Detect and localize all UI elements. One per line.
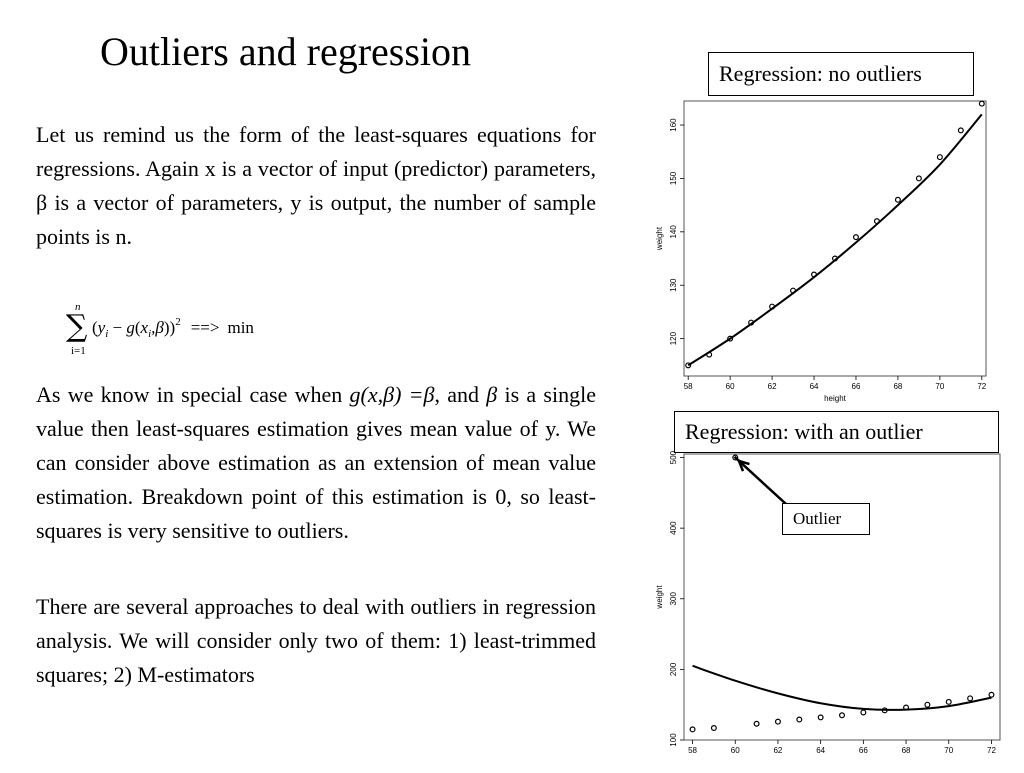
label-outlier: Outlier — [782, 503, 870, 535]
data-point — [811, 271, 818, 278]
data-point — [894, 196, 901, 203]
data-point — [685, 362, 692, 369]
x-tick-label: 68 — [893, 382, 902, 391]
data-point — [881, 707, 888, 714]
data-point — [727, 335, 734, 342]
x-tick-label: 62 — [773, 746, 782, 755]
data-point — [753, 720, 760, 727]
p2-g-expression: g(x,β) =β — [349, 382, 435, 407]
y-tick-label: 140 — [669, 225, 678, 239]
data-point — [732, 454, 739, 461]
regression-curve — [692, 664, 992, 711]
paragraph-special-case: As we know in special case when g(x,β) =… — [36, 378, 596, 548]
data-point — [967, 695, 974, 702]
plot-no-outliers: 58 60 62 64 66 68 70 72 120 130 140 150 160 height wei… — [640, 96, 992, 416]
label-no-outliers: Regression: no outliers — [708, 52, 974, 96]
plot-with-outlier: 58 60 62 64 66 68 70 72 100 200 300 400 500 weight — [640, 448, 1024, 768]
x-tick-label: 58 — [684, 382, 693, 391]
data-point — [860, 709, 867, 716]
x-tick-label: 62 — [768, 382, 777, 391]
outlier-arrowhead — [737, 459, 750, 472]
x-tick-label: 60 — [726, 382, 735, 391]
outlier-arrow — [733, 455, 787, 505]
data-point — [903, 704, 910, 711]
x-tick-label: 60 — [731, 746, 740, 755]
paragraph-approaches: There are several approaches to deal wit… — [36, 594, 596, 687]
plot-frame — [683, 100, 987, 377]
y-tick-label: 200 — [669, 662, 678, 676]
p2-text-3: is a single value then least-squares est… — [36, 382, 596, 543]
data-point — [796, 716, 803, 723]
data-point — [790, 287, 797, 294]
x-tick-label: 64 — [816, 746, 825, 755]
data-point — [689, 726, 696, 733]
data-point — [817, 714, 824, 721]
data-point — [945, 698, 952, 705]
label-with-outlier: Regression: with an outlier — [674, 411, 999, 453]
p2-text-1: As we know in special case when — [36, 382, 350, 407]
x-tick-label: 70 — [944, 746, 953, 755]
y-tick-label: 400 — [669, 521, 678, 535]
data-point — [748, 319, 755, 326]
x-tick-label: 68 — [902, 746, 911, 755]
y-tick-label: 130 — [669, 278, 678, 292]
paragraph-intro: Let us remind us the form of the least-s… — [36, 122, 596, 249]
x-tick-label: 70 — [935, 382, 944, 391]
data-point — [852, 234, 859, 241]
slide-title: Outliers and regression — [100, 29, 472, 74]
data-point — [957, 127, 964, 134]
p2-text-2: , and — [434, 382, 487, 407]
x-tick-label: 66 — [852, 382, 861, 391]
formula-sum-sign: ∑ — [66, 309, 88, 344]
x-tick-label: 58 — [688, 746, 697, 755]
y-axis-label: weight — [655, 226, 664, 251]
formula-lower-limit: i=1 — [71, 345, 86, 357]
least-squares-formula: n ∑ i=1 (yi − g(xi,β))2 ==> min — [62, 301, 322, 362]
data-point — [915, 175, 922, 182]
data-point — [774, 718, 781, 725]
data-point — [710, 724, 717, 731]
data-point — [978, 100, 985, 107]
data-point — [769, 303, 776, 310]
data-point — [706, 351, 713, 358]
x-tick-label: 64 — [810, 382, 819, 391]
y-tick-label: 300 — [669, 592, 678, 606]
data-point — [924, 701, 931, 708]
formula-upper-limit: n — [75, 301, 81, 313]
data-point — [936, 154, 943, 161]
y-tick-label: 120 — [669, 331, 678, 345]
data-point — [873, 218, 880, 225]
p2-beta: β — [486, 382, 498, 407]
x-tick-label: 72 — [977, 382, 986, 391]
y-tick-label: 100 — [669, 733, 678, 747]
formula-body: (yi − g(xi,β))2 ==> min — [92, 316, 254, 340]
y-tick-label: 150 — [669, 171, 678, 185]
plot-frame — [683, 453, 1001, 741]
x-tick-label: 72 — [987, 746, 996, 755]
x-tick-label: 66 — [859, 746, 868, 755]
y-tick-label: 160 — [669, 118, 678, 132]
data-point — [839, 712, 846, 719]
data-point — [988, 691, 995, 698]
y-axis-label: weight — [655, 585, 664, 610]
data-point — [832, 255, 839, 262]
y-tick-label: 500 — [669, 450, 678, 464]
regression-curve — [687, 113, 983, 367]
x-axis-label: height — [824, 394, 847, 403]
